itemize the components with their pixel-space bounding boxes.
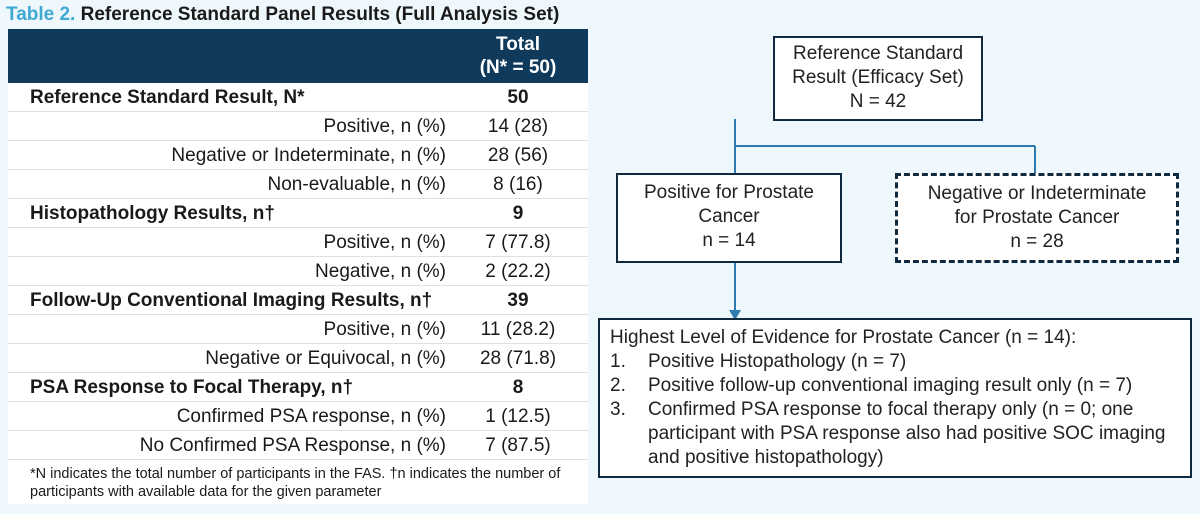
row-label: Negative, n (%) [315,261,446,282]
table-body: Reference Standard Result, N* 50 Positive,… [8,83,588,460]
row-value: 14 (28) [487,116,549,137]
negative-box-line1: Negative or Indeterminate [927,183,1147,204]
evidence-item-number: 1. [610,351,626,372]
row-label: Negative or Indeterminate, n (%) [171,145,446,166]
negative-box-line2: for Prostate Cancer [954,207,1120,228]
row-label: Follow-Up Conventional Imaging Results, … [30,290,433,311]
evidence-box: Highest Level of Evidence for Prostate C… [598,318,1192,478]
top-box-line2: Result (Efficacy Set) [792,67,964,88]
table-section-row: Follow-Up Conventional Imaging Results, … [8,286,588,315]
row-value: 11 (28.2) [480,319,556,340]
row-label: Reference Standard Result, N* [30,87,305,108]
table-row: Confirmed PSA response, n (%) 1 (12.5) [8,402,588,431]
row-value: 2 (22.2) [485,261,551,282]
table-title: Table 2. Reference Standard Panel Result… [6,4,559,28]
row-label: Histopathology Results, n† [30,203,275,224]
results-table: Total (N* = 50) Reference Standard Resul… [8,29,588,504]
row-label: Positive, n (%) [323,116,446,137]
negative-box-line3: n = 28 [1010,231,1064,252]
top-box-line1: Reference Standard [792,43,964,64]
row-label: No Confirmed PSA Response, n (%) [139,435,446,456]
row-value: 8 (16) [493,174,543,195]
flowchart-connectors [729,119,1036,320]
evidence-item-text: Positive Histopathology (n = 7) [648,351,907,372]
evidence-item: 3. Confirmed PSA response to focal thera… [610,398,1180,470]
evidence-item-number: 2. [610,375,626,396]
row-value: 1 (12.5) [485,406,551,427]
table-footnote: *N indicates the total number of partici… [30,466,561,500]
results-table-panel: Table 2. Reference Standard Panel Result… [0,0,590,514]
table-row: Positive, n (%) 7 (77.8) [8,228,588,257]
total-column-header: Total (N* = 50) [448,33,588,79]
reference-standard-box: Reference Standard Result (Efficacy Set)… [773,36,983,121]
row-value: 8 [512,377,524,398]
row-label: Confirmed PSA response, n (%) [176,406,446,427]
table-number: Table 2. [6,4,76,25]
table-section-row: PSA Response to Focal Therapy, n† 8 [8,373,588,402]
table-section-row: Histopathology Results, n† 9 [8,199,588,228]
total-header-line1: Total [496,34,540,55]
row-value: 7 (77.8) [485,232,551,253]
top-box-line3: N = 42 [849,91,907,112]
table-row: No Confirmed PSA Response, n (%) 7 (87.5) [8,431,588,460]
table-header: Total (N* = 50) [8,29,588,83]
total-header-line2: (N* = 50) [479,57,557,78]
positive-box-line3: n = 14 [702,230,756,251]
positive-box: Positive for Prostate Cancer n = 14 [616,173,842,263]
row-label: Non-evaluable, n (%) [267,174,446,195]
row-value: 28 (71.8) [479,348,557,369]
table-title-text: Reference Standard Panel Results (Full A… [80,4,560,25]
row-value: 7 (87.5) [485,435,551,456]
arrowhead-icon [729,310,741,320]
evidence-item-number: 3. [610,399,626,420]
row-value: 9 [512,203,524,224]
row-label: Positive, n (%) [323,319,446,340]
row-label: PSA Response to Focal Therapy, n† [30,377,354,398]
positive-box-line1: Positive for Prostate [643,182,815,203]
efficacy-flowchart: Reference Standard Result (Efficacy Set)… [590,0,1200,514]
table-section-row: Reference Standard Result, N* 50 [8,83,588,112]
table-row: Positive, n (%) 14 (28) [8,112,588,141]
row-label: Positive, n (%) [323,232,446,253]
evidence-item-text: Positive follow-up conventional imaging … [648,375,1133,396]
negative-box: Negative or Indeterminate for Prostate C… [895,173,1179,263]
evidence-item: 2. Positive follow-up conventional imagi… [610,374,1180,398]
table-row: Negative or Indeterminate, n (%) 28 (56) [8,141,588,170]
table-row: Non-evaluable, n (%) 8 (16) [8,170,588,199]
evidence-title: Highest Level of Evidence for Prostate C… [610,327,1077,348]
table-row: Positive, n (%) 11 (28.2) [8,315,588,344]
row-value: 50 [507,87,529,108]
table-row: Negative or Equivocal, n (%) 28 (71.8) [8,344,588,373]
evidence-item: 1. Positive Histopathology (n = 7) [610,350,1180,374]
row-label: Negative or Equivocal, n (%) [205,348,446,369]
row-value: 28 (56) [487,145,549,166]
row-value: 39 [507,290,529,311]
table-row: Negative, n (%) 2 (22.2) [8,257,588,286]
positive-box-line2: Cancer [698,206,760,227]
evidence-item-text: Confirmed PSA response to focal therapy … [648,399,1166,468]
